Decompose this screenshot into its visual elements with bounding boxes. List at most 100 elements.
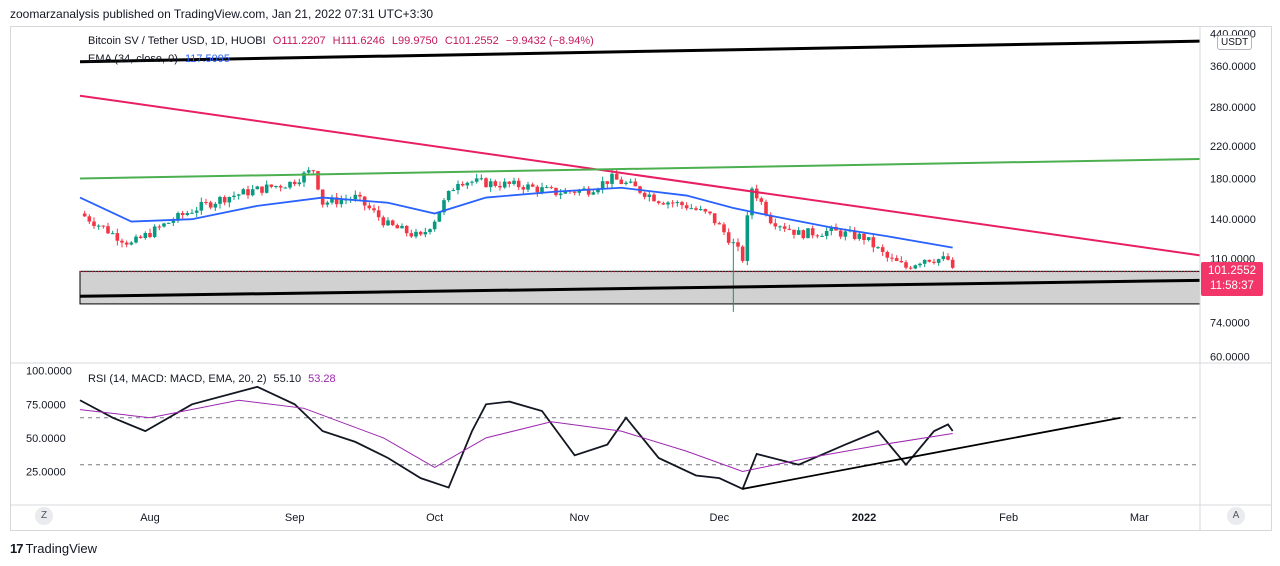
price-tick-label: 280.0000 (1210, 102, 1256, 114)
currency-button[interactable]: USDT (1217, 35, 1253, 50)
candle-body (628, 181, 633, 183)
candle-body (876, 247, 880, 249)
rsi-legend: RSI (14, MACD: MACD, EMA, 20, 2) 55.10 5… (88, 373, 340, 385)
ema-value: 117.5095 (184, 53, 231, 65)
candle-body (904, 262, 908, 268)
zoom-button[interactable]: Z (35, 507, 53, 525)
candle-body (87, 216, 92, 222)
candle-body (395, 225, 400, 229)
candle-body (311, 170, 316, 172)
candle-body (731, 242, 736, 244)
candles (82, 167, 955, 312)
candle-body (101, 225, 106, 227)
candle-body (722, 224, 726, 233)
candle-body (736, 242, 740, 247)
candle-body (922, 259, 927, 264)
candle-body (689, 208, 694, 210)
time-tick-label: Sep (285, 512, 305, 524)
candle-body (712, 213, 717, 224)
candle-body (246, 189, 250, 196)
candle-body (353, 194, 358, 200)
candle-body (166, 222, 171, 224)
candle-body (880, 247, 885, 252)
trendline-green (79, 157, 1201, 180)
rsi-pane (79, 385, 1200, 491)
rsi-trendline (742, 416, 1121, 490)
candle-body (792, 229, 796, 235)
candle-body (381, 217, 386, 226)
candle-body (493, 181, 498, 186)
candle-body (703, 209, 708, 212)
chart-frame (10, 26, 1272, 531)
candle-body (171, 220, 176, 223)
candle-body (549, 187, 554, 189)
candle-body (633, 181, 638, 187)
candle-body (558, 193, 563, 196)
candle-body (563, 190, 568, 194)
candle-body (820, 235, 824, 237)
candle-body (540, 187, 544, 193)
candle-body (325, 202, 330, 205)
rsi-series-ma (79, 399, 953, 472)
rsi-tick-label: 75.0000 (26, 399, 66, 411)
candle-body (764, 201, 768, 215)
candle-body (936, 259, 941, 263)
trendline-upper (79, 39, 1201, 64)
candle-body (680, 202, 684, 206)
candle-body (446, 190, 451, 201)
candle-body (801, 230, 806, 239)
candle-body (152, 226, 157, 238)
candle-body (675, 202, 680, 204)
candle-body (810, 228, 815, 236)
candle-body (806, 228, 810, 239)
rsi-tick-label: 25.0000 (26, 466, 66, 478)
candle-body (194, 210, 199, 213)
trendline-lower (79, 278, 1201, 298)
candle-body (577, 189, 582, 193)
rsi-value: 55.10 (273, 373, 302, 385)
candle-body (372, 208, 376, 211)
candle-body (750, 188, 754, 216)
candle-body (619, 179, 624, 184)
countdown-value: 11:58:37 (1210, 280, 1254, 292)
candle-body (684, 205, 689, 209)
candle-body (409, 233, 414, 237)
candle-body (605, 181, 610, 184)
rsi-label: RSI (14, MACD: MACD, EMA, 20, 2) (88, 373, 267, 385)
candle-body (614, 173, 619, 180)
candle-body (782, 226, 787, 229)
candle-body (143, 233, 148, 238)
candle-body (339, 199, 344, 205)
rsi-series-rsi (79, 385, 954, 491)
tradingview-logo[interactable]: 17 TradingView (10, 541, 97, 556)
candle-body (815, 235, 820, 237)
time-tick-label: Feb (999, 512, 1018, 524)
candle-body (423, 232, 428, 235)
candle-body (754, 188, 759, 199)
candle-body (829, 226, 834, 231)
candle-body (694, 208, 698, 210)
time-tick-label: Aug (140, 512, 160, 524)
close-value: C101.2552 (444, 35, 499, 47)
candle-body (199, 201, 204, 211)
candle-body (624, 182, 628, 184)
candle-body (470, 181, 474, 183)
candle-body (283, 187, 288, 189)
candle-body (642, 192, 647, 197)
candle-body (274, 185, 278, 187)
auto-scale-button[interactable]: A (1227, 507, 1245, 525)
change-value: −9.9432 (−8.94%) (505, 35, 594, 47)
candle-body (148, 233, 152, 238)
candle-body (913, 265, 918, 269)
candle-body (208, 202, 213, 208)
candle-body (367, 205, 372, 209)
candle-body (838, 230, 843, 237)
candle-body (717, 223, 722, 225)
rsi-tick-label: 50.0000 (26, 433, 66, 445)
open-value: O111.2207 (272, 35, 326, 47)
candle-body (110, 233, 115, 235)
candle-body (316, 171, 320, 190)
candle-body (456, 183, 460, 191)
candle-body (661, 203, 666, 205)
